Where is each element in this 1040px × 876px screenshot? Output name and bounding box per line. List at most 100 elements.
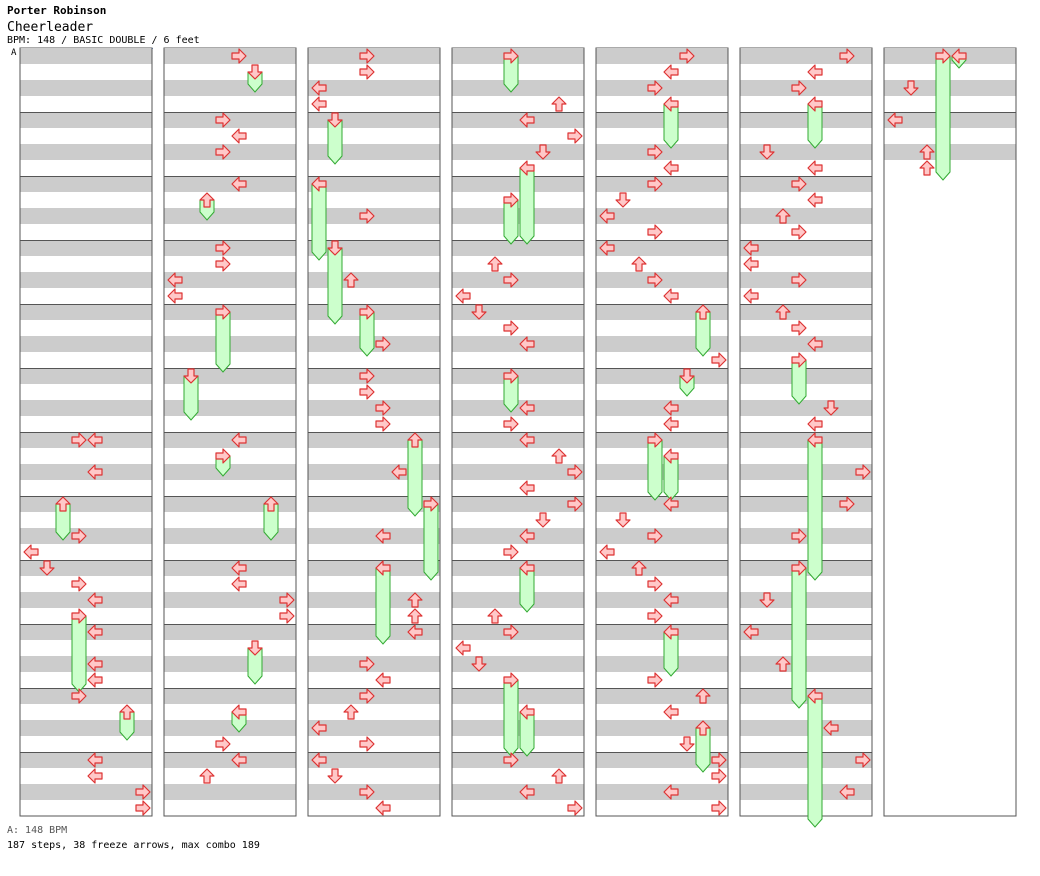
step-arrow — [375, 528, 391, 544]
beat-stripe — [596, 48, 728, 64]
freeze-head-arrow — [791, 352, 807, 368]
step-arrow — [167, 288, 183, 304]
freeze-head-arrow — [55, 496, 71, 512]
freeze-arrow — [647, 439, 663, 501]
beat-stripe — [308, 464, 440, 480]
beat-stripe — [164, 784, 296, 800]
beat-stripe — [596, 560, 728, 576]
step-arrow — [903, 80, 919, 96]
beat-stripe — [740, 496, 872, 512]
step-arrow — [471, 656, 487, 672]
step-arrow — [407, 624, 423, 640]
step-arrow — [215, 736, 231, 752]
step-arrow — [679, 736, 695, 752]
step-arrow — [487, 608, 503, 624]
beat-stripe — [20, 592, 152, 608]
beat-stripe — [452, 176, 584, 192]
step-arrow — [599, 208, 615, 224]
freeze-head-arrow — [503, 368, 519, 384]
beat-stripe — [596, 368, 728, 384]
empty-area — [884, 176, 1016, 816]
freeze-head-arrow — [247, 640, 263, 656]
footer-stats: 187 steps, 38 freeze arrows, max combo 1… — [7, 840, 260, 851]
step-arrow — [647, 272, 663, 288]
step-arrow — [647, 224, 663, 240]
beat-stripe — [452, 432, 584, 448]
step-arrow — [215, 112, 231, 128]
freeze-arrow — [423, 503, 439, 581]
step-arrow — [471, 304, 487, 320]
step-arrow — [215, 240, 231, 256]
step-arrow — [71, 528, 87, 544]
step-arrow — [711, 352, 727, 368]
step-arrow — [359, 384, 375, 400]
step-arrow — [343, 272, 359, 288]
beat-stripe — [452, 336, 584, 352]
beat-stripe — [20, 240, 152, 256]
beat-stripe — [164, 656, 296, 672]
step-arrow — [887, 112, 903, 128]
beat-stripe — [20, 784, 152, 800]
freeze-head-arrow — [215, 304, 231, 320]
beat-stripe — [596, 496, 728, 512]
step-arrow — [311, 80, 327, 96]
freeze-head-arrow — [519, 704, 535, 720]
chart-column — [163, 47, 297, 817]
step-arrow — [343, 704, 359, 720]
beat-stripe — [308, 752, 440, 768]
beat-stripe — [740, 720, 872, 736]
step-arrow — [695, 688, 711, 704]
step-arrow — [535, 144, 551, 160]
beat-stripe — [20, 112, 152, 128]
step-arrow — [231, 752, 247, 768]
step-arrow — [823, 400, 839, 416]
freeze-arrow — [935, 55, 951, 181]
beat-stripe — [596, 752, 728, 768]
step-arrow — [503, 272, 519, 288]
beat-stripe — [164, 528, 296, 544]
beat-stripe — [164, 176, 296, 192]
step-arrow — [519, 336, 535, 352]
step-arrow — [375, 336, 391, 352]
beat-stripe — [20, 304, 152, 320]
beat-stripe — [20, 752, 152, 768]
step-arrow — [519, 528, 535, 544]
step-arrow — [679, 48, 695, 64]
step-arrow — [359, 48, 375, 64]
beat-stripe — [164, 208, 296, 224]
freeze-head-arrow — [71, 608, 87, 624]
step-arrow — [791, 320, 807, 336]
step-arrow — [663, 64, 679, 80]
beat-stripe — [308, 720, 440, 736]
beat-stripe — [308, 432, 440, 448]
step-arrow — [663, 592, 679, 608]
chart-column — [307, 47, 441, 817]
freeze-head-arrow — [663, 624, 679, 640]
step-arrow — [535, 512, 551, 528]
beat-stripe — [308, 592, 440, 608]
step-arrow — [87, 592, 103, 608]
beat-stripe — [308, 528, 440, 544]
freeze-head-arrow — [327, 112, 343, 128]
freeze-arrow — [807, 695, 823, 828]
beat-stripe — [308, 400, 440, 416]
beat-stripe — [452, 784, 584, 800]
step-arrow — [279, 608, 295, 624]
beat-stripe — [452, 656, 584, 672]
beat-stripe — [164, 80, 296, 96]
freeze-head-arrow — [407, 432, 423, 448]
beat-stripe — [740, 240, 872, 256]
step-arrow — [135, 784, 151, 800]
freeze-arrow — [791, 567, 807, 709]
beat-stripe — [20, 48, 152, 64]
step-arrow — [519, 784, 535, 800]
step-arrow — [503, 416, 519, 432]
freeze-head-arrow — [263, 496, 279, 512]
step-arrow — [775, 656, 791, 672]
step-arrow — [711, 752, 727, 768]
beat-stripe — [164, 688, 296, 704]
step-arrow — [551, 768, 567, 784]
beat-stripe — [452, 496, 584, 512]
beat-stripe — [596, 112, 728, 128]
beat-stripe — [164, 592, 296, 608]
